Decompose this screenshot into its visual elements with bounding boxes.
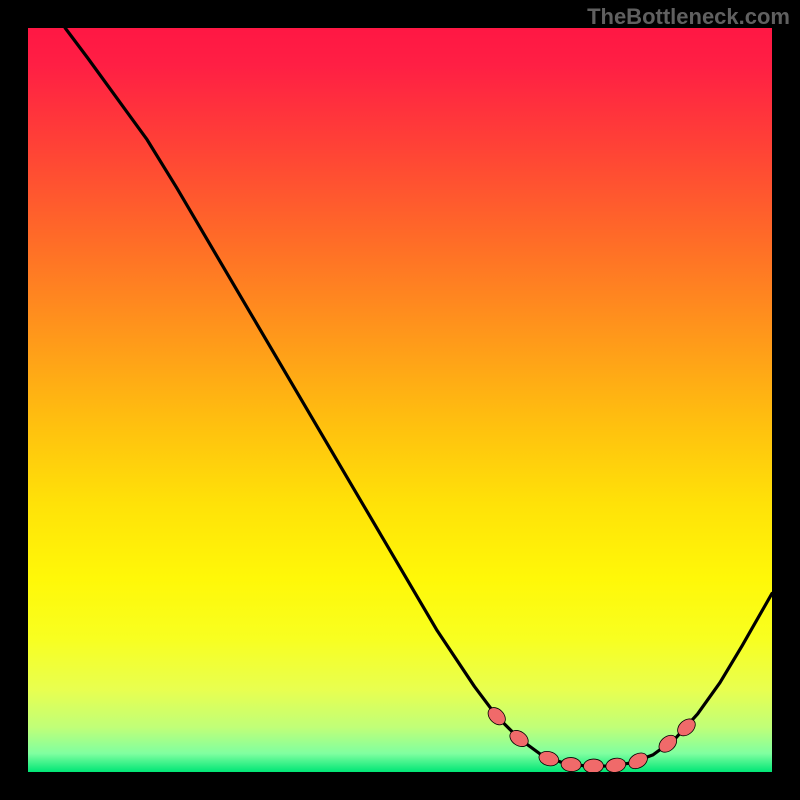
gradient-background [28,28,772,772]
plot-area [28,28,772,772]
chart-container: TheBottleneck.com [0,0,800,800]
watermark-text: TheBottleneck.com [587,4,790,30]
plot-svg [28,28,772,772]
